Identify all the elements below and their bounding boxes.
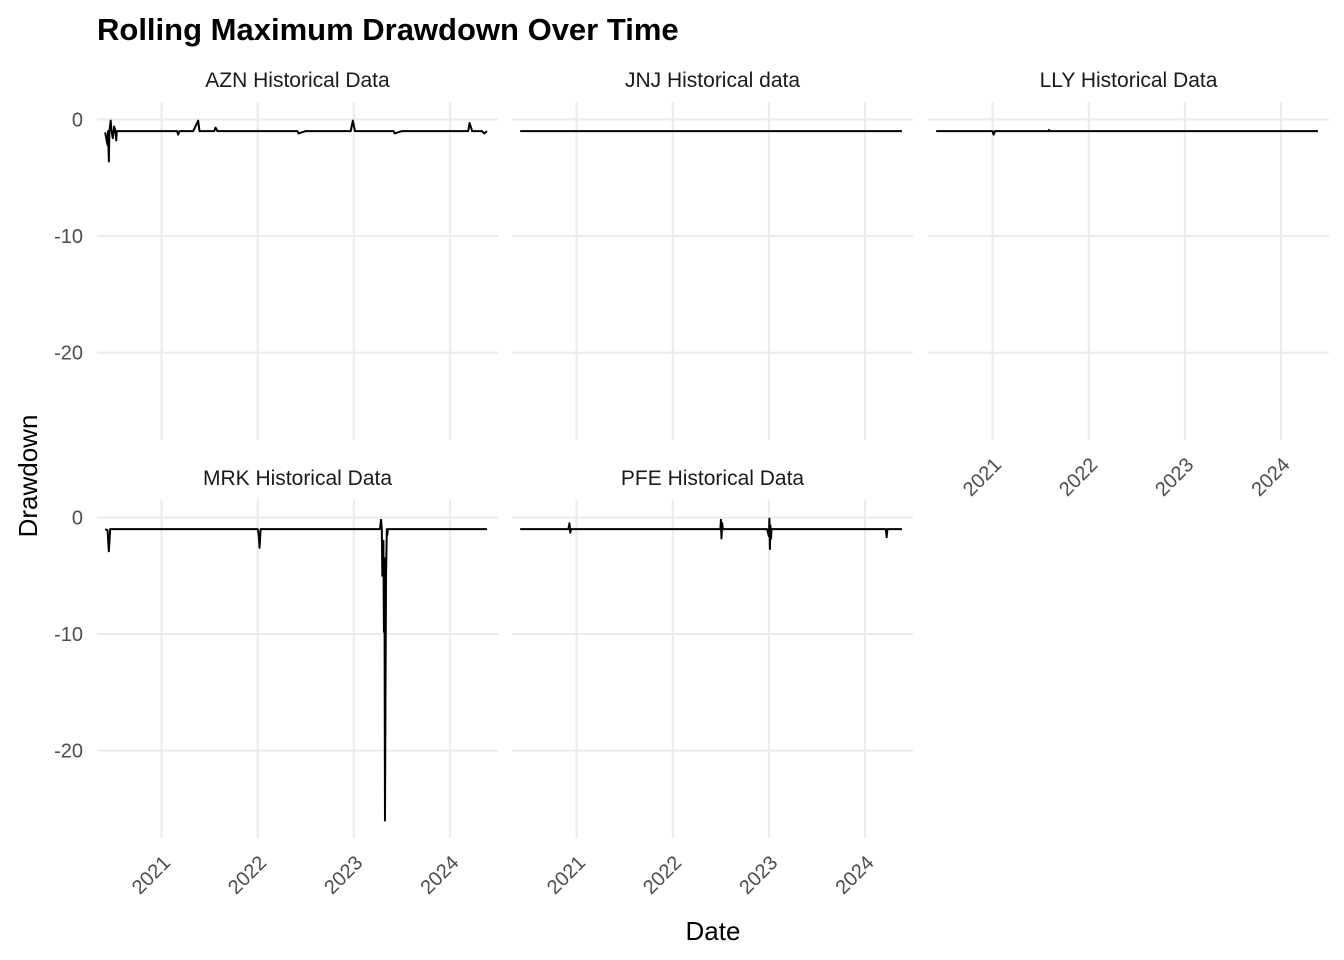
- y-tick-label: -10: [54, 226, 83, 248]
- drawdown-line: [104, 518, 487, 822]
- x-tick-label: 2023: [735, 852, 782, 899]
- facet-strip-label: MRK Historical Data: [203, 467, 392, 490]
- x-tick-label: 2022: [224, 852, 271, 899]
- drawdown-line: [936, 128, 1318, 136]
- facet-panel: AZN Historical Data 0 -10 -20: [54, 69, 498, 440]
- facet-panel: PFE Historical Data 2021 2022 2023 2024: [512, 467, 913, 899]
- y-tick-label: 0: [72, 109, 83, 131]
- x-tick-label: 2021: [959, 454, 1006, 501]
- x-tick-label: 2024: [831, 852, 878, 899]
- x-tick-label: 2022: [1055, 454, 1102, 501]
- facet-strip-label: PFE Historical Data: [621, 467, 805, 490]
- facet-panel: JNJ Historical data: [512, 69, 913, 440]
- x-tick-label: 2021: [128, 852, 175, 899]
- facet-panel: MRK Historical Data 0 -10 -20 2021 2022 2023 20…: [54, 467, 498, 899]
- y-tick-label: 0: [72, 507, 83, 529]
- facet-panels: AZN Historical Data 0 -10 -20 JNJ Historical…: [54, 69, 1329, 899]
- x-tick-label: 2021: [543, 852, 590, 899]
- y-tick-label: -20: [54, 343, 83, 365]
- facet-strip-label: AZN Historical Data: [205, 69, 390, 92]
- facet-strip-label: LLY Historical Data: [1040, 69, 1218, 92]
- y-tick-label: -10: [54, 624, 83, 646]
- y-tick-label: -20: [54, 741, 83, 763]
- x-tick-label: 2024: [416, 852, 463, 899]
- drawdown-line: [104, 119, 488, 163]
- x-tick-label: 2023: [320, 852, 367, 899]
- facet-strip-label: JNJ Historical data: [625, 69, 800, 92]
- drawdown-line: [520, 517, 902, 550]
- x-tick-label: 2023: [1151, 454, 1198, 501]
- y-axis-title: Drawdown: [13, 415, 43, 538]
- x-axis-title: Date: [686, 916, 741, 946]
- x-tick-label: 2024: [1247, 454, 1294, 501]
- x-tick-label: 2022: [639, 852, 686, 899]
- chart-title: Rolling Maximum Drawdown Over Time: [97, 12, 679, 47]
- facet-panel: LLY Historical Data 2021 2022 2023 2024: [928, 69, 1329, 501]
